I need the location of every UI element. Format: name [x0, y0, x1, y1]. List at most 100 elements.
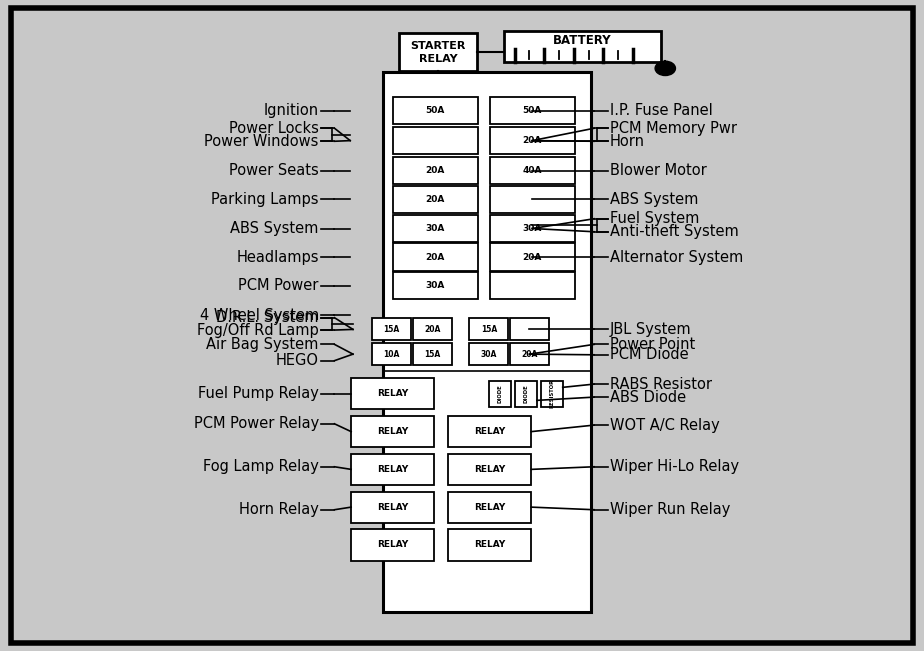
- Text: Fog/Off Rd Lamp: Fog/Off Rd Lamp: [197, 322, 319, 338]
- Text: Wiper Run Relay: Wiper Run Relay: [610, 502, 730, 518]
- Text: STARTER: STARTER: [410, 40, 466, 51]
- Text: RELAY: RELAY: [377, 389, 408, 398]
- Text: 20A: 20A: [426, 166, 444, 175]
- Bar: [393, 186, 478, 213]
- Text: PCM Power: PCM Power: [238, 278, 319, 294]
- Text: RELAY: RELAY: [474, 540, 505, 549]
- Text: PCM Power Relay: PCM Power Relay: [193, 416, 319, 432]
- Text: RELAY: RELAY: [474, 427, 505, 436]
- Bar: [541, 381, 563, 407]
- Text: Power Point: Power Point: [610, 337, 695, 352]
- Circle shape: [655, 61, 675, 76]
- Bar: [490, 215, 575, 242]
- Text: 50A: 50A: [523, 106, 541, 115]
- Text: DIODE: DIODE: [523, 385, 529, 403]
- Bar: [372, 318, 411, 340]
- Bar: [490, 157, 575, 184]
- Text: ABS System: ABS System: [610, 191, 699, 207]
- Bar: [490, 127, 575, 154]
- Text: 30A: 30A: [426, 281, 444, 290]
- Text: BATTERY: BATTERY: [553, 34, 612, 47]
- Text: Anti-theft System: Anti-theft System: [610, 224, 738, 240]
- Text: Fuel Pump Relay: Fuel Pump Relay: [198, 386, 319, 402]
- Bar: [393, 243, 478, 271]
- Bar: [351, 454, 434, 485]
- Bar: [515, 381, 537, 407]
- Bar: [510, 343, 549, 365]
- Bar: [448, 492, 531, 523]
- Text: Power Seats: Power Seats: [229, 163, 319, 178]
- Bar: [399, 33, 477, 71]
- Text: ABS System: ABS System: [230, 221, 319, 236]
- Text: RELAY: RELAY: [474, 465, 505, 474]
- Bar: [510, 318, 549, 340]
- Text: 15A: 15A: [383, 325, 400, 334]
- Bar: [469, 343, 508, 365]
- Text: 20A: 20A: [521, 350, 538, 359]
- Text: 20A: 20A: [523, 136, 541, 145]
- Text: Power Windows: Power Windows: [204, 133, 319, 149]
- Text: JBL System: JBL System: [610, 322, 691, 337]
- Bar: [351, 529, 434, 561]
- Text: 30A: 30A: [523, 224, 541, 233]
- Text: RELAY: RELAY: [419, 53, 457, 64]
- Text: Horn: Horn: [610, 133, 645, 149]
- Text: I.P. Fuse Panel: I.P. Fuse Panel: [610, 103, 712, 118]
- Text: Parking Lamps: Parking Lamps: [212, 191, 319, 207]
- Bar: [490, 186, 575, 213]
- Text: 20A: 20A: [426, 253, 444, 262]
- Text: Blower Motor: Blower Motor: [610, 163, 707, 178]
- Text: 20A: 20A: [523, 253, 541, 262]
- Bar: [351, 492, 434, 523]
- Bar: [489, 381, 511, 407]
- Bar: [448, 454, 531, 485]
- Bar: [504, 31, 661, 62]
- Bar: [469, 318, 508, 340]
- Text: DIODE: DIODE: [497, 385, 503, 403]
- Text: 10A: 10A: [383, 350, 400, 359]
- Bar: [351, 416, 434, 447]
- Text: RELAY: RELAY: [377, 465, 408, 474]
- Text: Air Bag System: Air Bag System: [206, 337, 319, 352]
- Bar: [448, 529, 531, 561]
- Bar: [413, 343, 452, 365]
- Text: RELAY: RELAY: [377, 503, 408, 512]
- Bar: [372, 343, 411, 365]
- Text: 30A: 30A: [426, 224, 444, 233]
- Text: Power Locks: Power Locks: [229, 120, 319, 136]
- Bar: [393, 215, 478, 242]
- Bar: [383, 72, 591, 612]
- Text: 4 Wheel System: 4 Wheel System: [200, 307, 319, 323]
- Text: RELAY: RELAY: [474, 503, 505, 512]
- Bar: [413, 318, 452, 340]
- Bar: [393, 157, 478, 184]
- Text: 20A: 20A: [426, 195, 444, 204]
- Bar: [490, 243, 575, 271]
- Text: Horn Relay: Horn Relay: [239, 502, 319, 518]
- Text: RELAY: RELAY: [377, 540, 408, 549]
- Text: Ignition: Ignition: [263, 103, 319, 118]
- Text: Headlamps: Headlamps: [237, 249, 319, 265]
- Text: PCM Diode: PCM Diode: [610, 347, 688, 363]
- Text: WOT A/C Relay: WOT A/C Relay: [610, 417, 720, 433]
- Text: RELAY: RELAY: [377, 427, 408, 436]
- Bar: [448, 416, 531, 447]
- Text: ABS Diode: ABS Diode: [610, 389, 686, 405]
- Text: RABS Resistor: RABS Resistor: [610, 376, 711, 392]
- Text: Fuel System: Fuel System: [610, 211, 699, 227]
- Text: D.R.L. System: D.R.L. System: [216, 310, 319, 326]
- Text: 30A: 30A: [480, 350, 497, 359]
- Text: 15A: 15A: [424, 350, 441, 359]
- Bar: [393, 97, 478, 124]
- Bar: [393, 272, 478, 299]
- Text: RESISTOR: RESISTOR: [549, 380, 554, 408]
- Text: Alternator System: Alternator System: [610, 249, 743, 265]
- Text: HEGO: HEGO: [275, 353, 319, 368]
- Text: 50A: 50A: [426, 106, 444, 115]
- Bar: [393, 127, 478, 154]
- Bar: [490, 97, 575, 124]
- Text: PCM Memory Pwr: PCM Memory Pwr: [610, 120, 736, 136]
- Bar: [490, 272, 575, 299]
- Text: 40A: 40A: [522, 166, 542, 175]
- Text: 15A: 15A: [480, 325, 497, 334]
